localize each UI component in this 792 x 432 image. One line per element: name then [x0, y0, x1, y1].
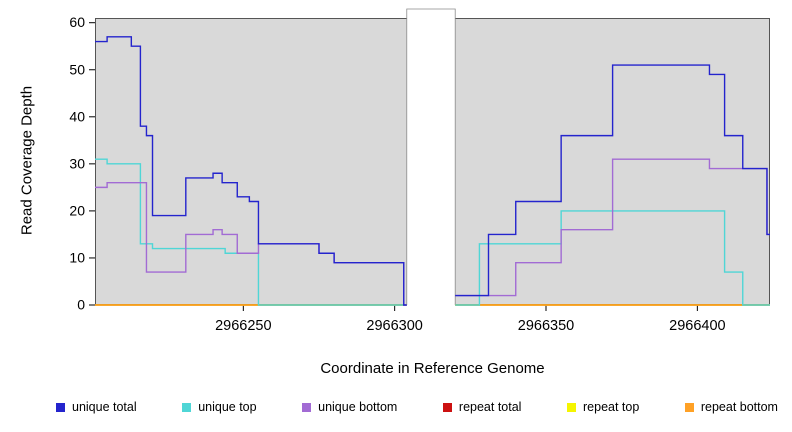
x-axis-tick-label: 2966400 — [669, 318, 725, 334]
x-axis-tick-label: 2966250 — [215, 318, 271, 334]
legend-swatch-unique-total — [56, 402, 65, 412]
y-axis-tick-label: 10 — [69, 249, 85, 265]
legend-item-unique-bottom: unique bottom — [302, 400, 397, 414]
x-axis-title: Coordinate in Reference Genome — [320, 360, 545, 377]
legend-label: repeat total — [458, 400, 522, 414]
y-axis-tick-label: 50 — [69, 61, 85, 77]
legend-label: unique total — [72, 400, 137, 414]
legend-label: repeat bottom — [700, 400, 778, 414]
legend-swatch-unique-top — [182, 402, 192, 412]
legend-swatch-repeat-top — [567, 402, 576, 412]
legend-swatch-repeat-bottom — [684, 402, 694, 412]
gap-band-border — [406, 8, 456, 305]
legend-label: unique top — [198, 400, 257, 414]
y-axis-tick-label: 60 — [69, 14, 85, 30]
y-axis-tick-label: 20 — [69, 202, 85, 218]
legend-label: unique bottom — [318, 400, 398, 414]
legend-item-repeat-total: repeat total — [442, 400, 522, 414]
y-axis-tick-label: 30 — [69, 155, 85, 171]
legend-label: repeat top — [583, 400, 640, 414]
legend-item-unique-total: unique total — [56, 400, 137, 414]
legend-item-repeat-top: repeat top — [567, 400, 639, 414]
legend-item-repeat-bottom: repeat bottom — [684, 400, 778, 414]
legend: unique total unique top unique bottom repea… — [0, 400, 792, 414]
y-axis-tick-label: 40 — [69, 108, 85, 124]
gap-band — [406, 9, 456, 305]
y-axis-title: Read Coverage Depth — [18, 85, 36, 236]
series-line-unique-top — [95, 158, 770, 306]
legend-item-unique-top: unique top — [182, 400, 257, 414]
x-axis-tick-label: 2966300 — [366, 318, 422, 334]
legend-swatch-unique-bottom — [302, 402, 312, 412]
x-axis-tick-label: 2966350 — [518, 318, 574, 334]
chart-svg: 0 10 20 30 40 50 60 2966250 2966300 2966350 296640… — [69, 8, 770, 334]
series-line-unique-total — [95, 36, 770, 306]
y-axis-tick-label: 0 — [77, 297, 85, 313]
legend-swatch-repeat-total — [442, 402, 452, 412]
